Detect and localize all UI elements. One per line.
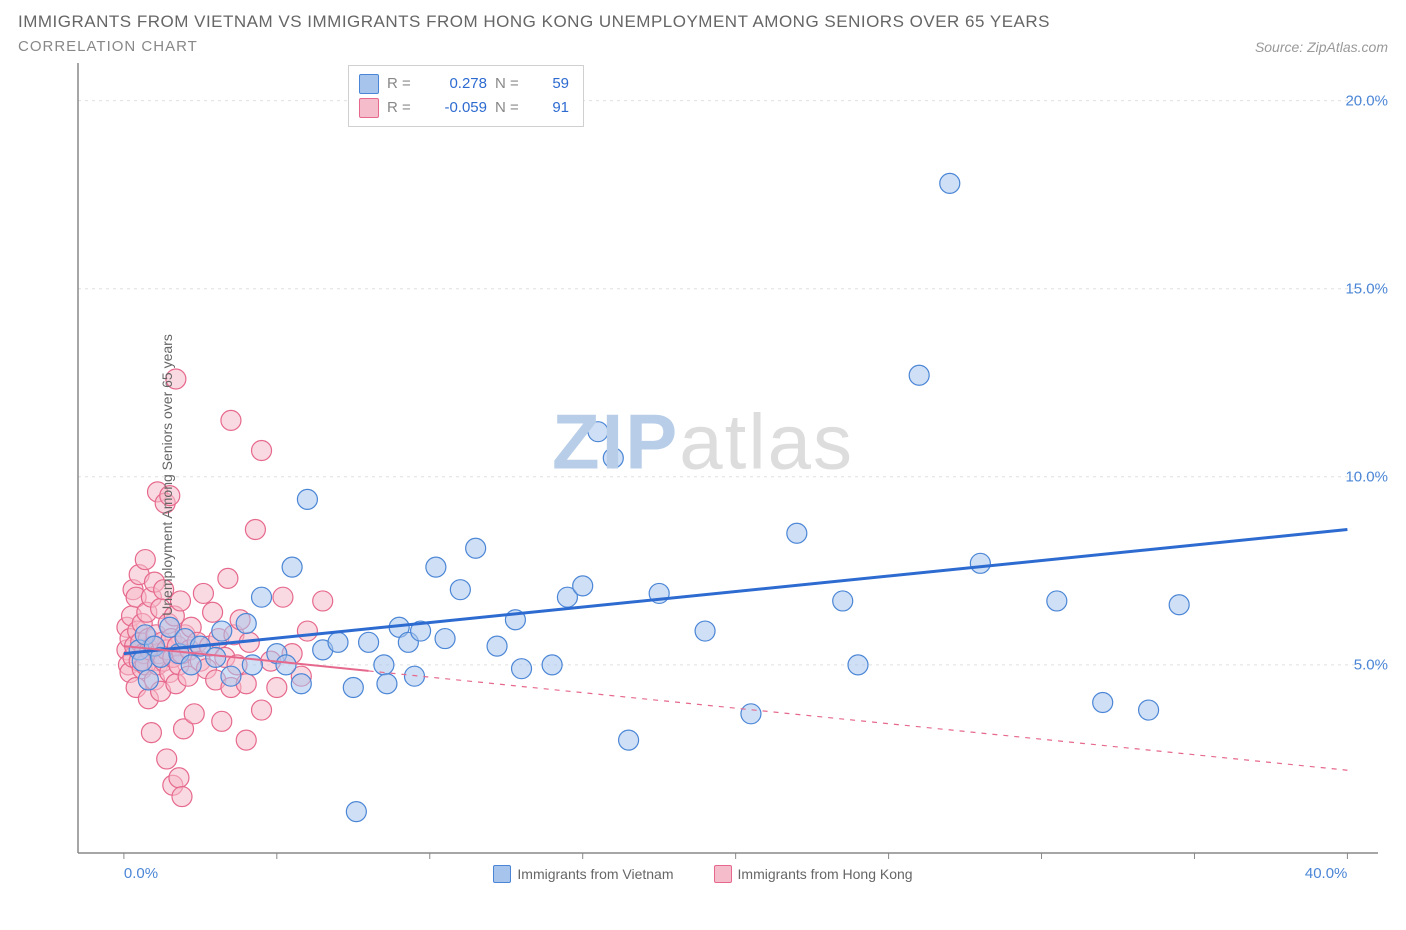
swatch-hongkong [359, 98, 379, 118]
ytick-label: 10.0% [1345, 468, 1388, 485]
chart-container: Unemployment Among Seniors over 65 years… [18, 59, 1388, 891]
swatch-vietnam-icon [493, 865, 511, 883]
ytick-label: 20.0% [1345, 92, 1388, 109]
legend-item-vietnam: Immigrants from Vietnam [493, 865, 673, 883]
stat-row-hongkong: R = -0.059 N = 91 [359, 96, 569, 120]
ytick-label: 15.0% [1345, 280, 1388, 297]
legend-item-hongkong: Immigrants from Hong Kong [714, 865, 913, 883]
swatch-vietnam [359, 74, 379, 94]
swatch-hongkong-icon [714, 865, 732, 883]
source-credit: Source: ZipAtlas.com [1255, 39, 1388, 55]
stat-row-vietnam: R = 0.278 N = 59 [359, 72, 569, 96]
y-axis-label: Unemployment Among Seniors over 65 years [159, 334, 175, 616]
page-title: IMMIGRANTS FROM VIETNAM VS IMMIGRANTS FR… [18, 12, 1388, 32]
page-subtitle: CORRELATION CHART [18, 38, 198, 55]
ytick-label: 5.0% [1354, 656, 1388, 673]
subtitle-row: CORRELATION CHART Source: ZipAtlas.com [18, 38, 1388, 55]
x-legend: Immigrants from Vietnam Immigrants from … [18, 865, 1388, 883]
scatter-plot [18, 59, 1388, 891]
stat-legend: R = 0.278 N = 59 R = -0.059 N = 91 [348, 65, 584, 127]
